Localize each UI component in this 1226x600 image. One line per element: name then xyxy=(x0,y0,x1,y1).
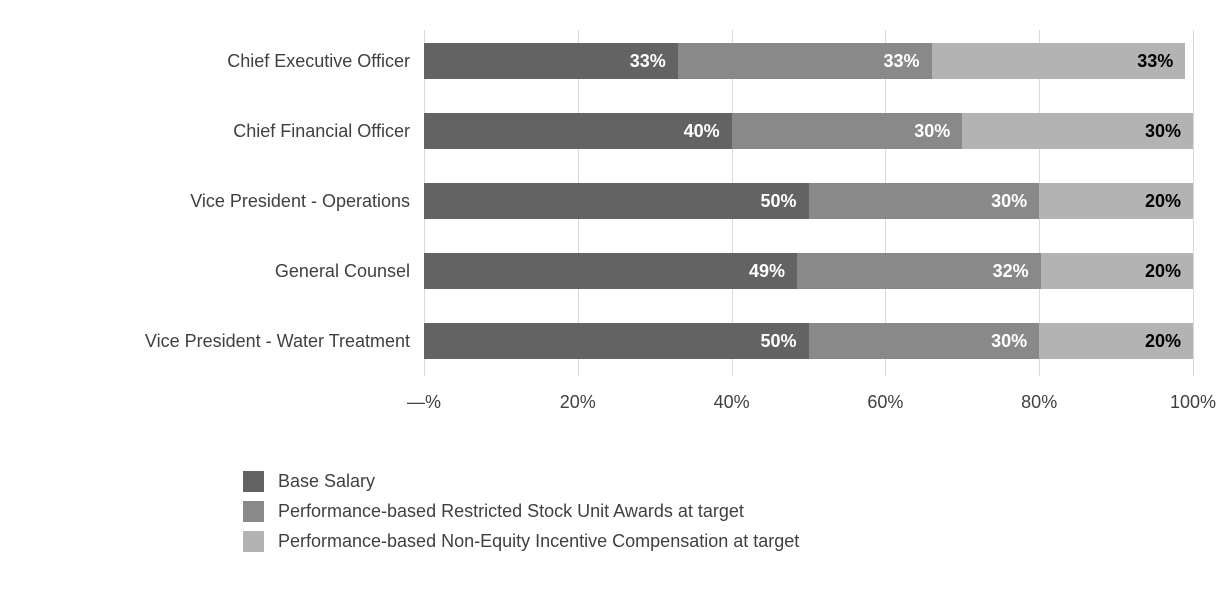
bar-segment: 30% xyxy=(962,113,1193,149)
category-label: Vice President - Operations xyxy=(190,190,410,211)
bar-segment: 49% xyxy=(424,253,798,289)
data-label: 32% xyxy=(992,260,1029,281)
stacked-bar: 49% 32% 20% xyxy=(424,253,1193,289)
bar-row: 33% 33% 33% xyxy=(424,26,1193,96)
category-label: Vice President - Water Treatment xyxy=(144,330,410,351)
stacked-bar: 50% 30% 20% xyxy=(424,323,1193,359)
legend-label: Performance-based Restricted Stock Unit … xyxy=(278,500,744,521)
data-label: 30% xyxy=(914,120,951,141)
bar-segment: 40% xyxy=(424,113,732,149)
category-axis: Chief Executive Officer Chief Financial O… xyxy=(0,26,424,376)
category-label: General Counsel xyxy=(274,260,410,281)
bar-row: 50% 30% 20% xyxy=(424,306,1193,376)
x-axis-tick-label: 40% xyxy=(713,392,750,412)
x-axis: —% 20% 40% 60% 80% 100% xyxy=(407,392,1216,418)
legend-item: Base Salary xyxy=(243,466,1226,496)
data-label: 33% xyxy=(1137,50,1174,71)
data-label: 30% xyxy=(991,190,1028,211)
legend-swatch xyxy=(243,470,264,492)
legend-swatch xyxy=(243,530,264,552)
chart-rows: 33% 33% 33% 40% 30% 30% 50% 30% 20% 49% 32% 20% 50% 3… xyxy=(424,26,1193,376)
data-label: 20% xyxy=(1144,190,1181,211)
data-label: 30% xyxy=(991,330,1028,351)
bar-segment: 30% xyxy=(731,113,963,149)
stacked-bar: 33% 33% 33% xyxy=(424,43,1193,79)
data-label: 33% xyxy=(883,50,920,71)
bar-segment: 33% xyxy=(677,43,932,79)
stacked-bar: 50% 30% 20% xyxy=(424,183,1193,219)
gridline xyxy=(1193,30,1194,376)
bar-segment: 20% xyxy=(1040,253,1193,289)
bar-segment: 20% xyxy=(1039,323,1193,359)
bar-segment: 50% xyxy=(424,183,809,219)
legend-label: Base Salary xyxy=(278,470,376,491)
category-label: Chief Financial Officer xyxy=(233,120,410,141)
x-axis-tick-label: 80% xyxy=(1021,392,1058,412)
data-label: 20% xyxy=(1144,260,1181,281)
bar-row: 49% 32% 20% xyxy=(424,236,1193,306)
x-axis-tick-label: —% xyxy=(406,392,442,412)
bar-segment: 20% xyxy=(1039,183,1193,219)
bar-row: 40% 30% 30% xyxy=(424,96,1193,166)
legend-item: Performance-based Restricted Stock Unit … xyxy=(243,496,1226,526)
legend: Base Salary Performance-based Restricted … xyxy=(243,466,1226,556)
plot: 33% 33% 33% 40% 30% 30% 50% 30% 20% 49% 32% 20% 50% 3… xyxy=(424,26,1194,376)
x-axis-tick-label: 60% xyxy=(867,392,904,412)
bar-segment: 32% xyxy=(797,253,1041,289)
stacked-bar: 40% 30% 30% xyxy=(424,113,1193,149)
data-label: 49% xyxy=(748,260,786,281)
bar-segment: 30% xyxy=(808,323,1040,359)
bar-row: 50% 30% 20% xyxy=(424,166,1193,236)
legend-swatch xyxy=(243,500,264,522)
data-label: 50% xyxy=(760,190,797,211)
data-label: 50% xyxy=(760,330,797,351)
legend-item: Performance-based Non-Equity Incentive C… xyxy=(243,526,1226,556)
data-label: 33% xyxy=(629,50,666,71)
data-label: 20% xyxy=(1144,330,1181,351)
data-label: 30% xyxy=(1144,120,1181,141)
bar-segment: 33% xyxy=(931,43,1186,79)
bar-segment: 33% xyxy=(424,43,678,79)
x-axis-tick-label: 100% xyxy=(1169,392,1217,412)
bar-segment: 30% xyxy=(808,183,1040,219)
x-axis-tick-label: 20% xyxy=(559,392,596,412)
data-label: 40% xyxy=(683,120,720,141)
legend-label: Performance-based Non-Equity Incentive C… xyxy=(278,530,800,551)
category-label: Chief Executive Officer xyxy=(227,50,410,71)
bar-segment: 50% xyxy=(424,323,809,359)
chart-plot-area: Chief Executive Officer Chief Financial O… xyxy=(0,26,1226,376)
